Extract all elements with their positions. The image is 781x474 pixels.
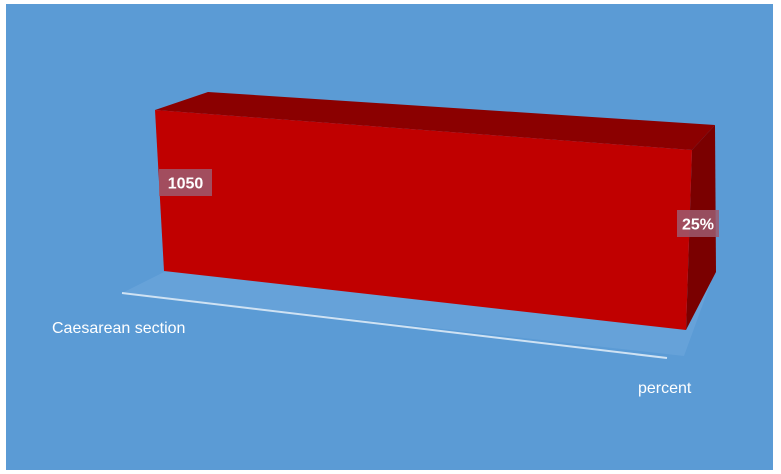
bar-top-face <box>155 92 715 150</box>
data-label: 25% <box>682 217 714 234</box>
chart-svg: 1050 25% Caesarean section percent <box>6 4 773 470</box>
category-label: Caesarean section <box>52 320 185 337</box>
data-label: 1050 <box>168 176 204 193</box>
category-axis-line <box>121 292 668 359</box>
bar-front-face <box>155 110 692 330</box>
data-label-box <box>159 169 212 196</box>
chart-area: 1050 25% Caesarean section percent <box>6 4 773 470</box>
category-label: percent <box>638 380 692 397</box>
data-label-box <box>677 210 719 237</box>
